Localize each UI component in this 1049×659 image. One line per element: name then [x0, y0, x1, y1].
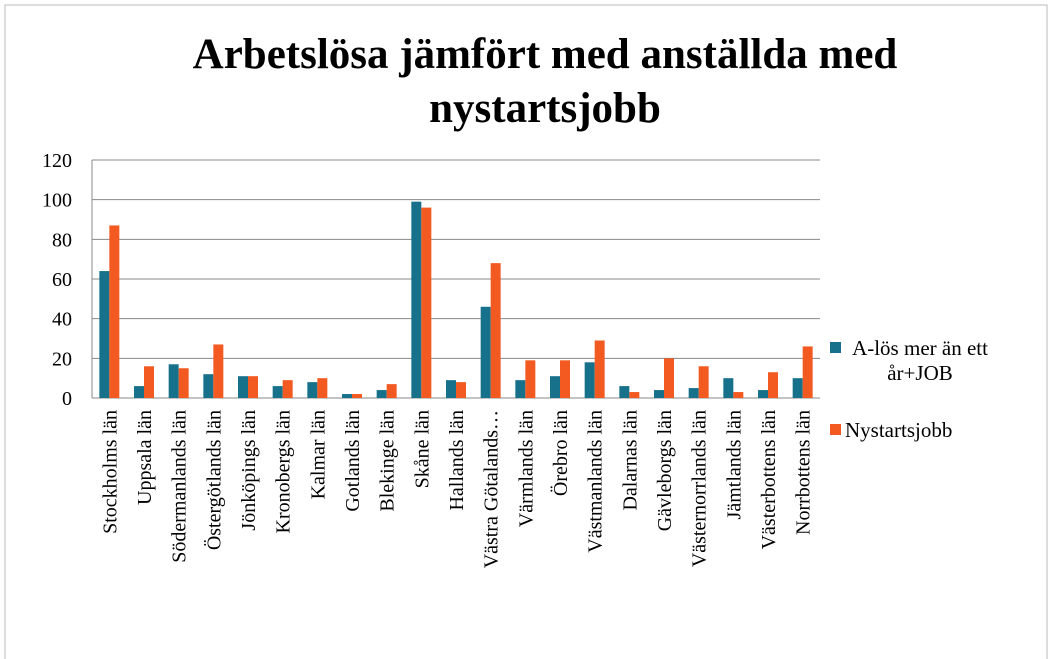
bar [272, 386, 283, 398]
bar [421, 207, 432, 398]
bar [317, 378, 328, 398]
bar [584, 362, 595, 398]
x-tick-label: Västmanlands län [585, 410, 607, 553]
x-tick-label: Jämtlands län [723, 410, 745, 519]
bar [594, 340, 605, 398]
bar [248, 376, 258, 398]
bar [342, 394, 352, 398]
bar [619, 386, 630, 398]
x-tick-label: Västerbottens län [758, 410, 780, 549]
x-tick-label: Värmlands län [515, 410, 537, 527]
bar [480, 306, 491, 398]
x-tick-label: Örebro län [549, 410, 572, 496]
x-tick-label: Dalarnas län [619, 410, 641, 511]
bar [723, 378, 734, 398]
legend-swatch [830, 342, 841, 353]
bar [144, 366, 154, 398]
bar [386, 384, 397, 398]
x-tick-label: Östergötlands län [202, 410, 225, 550]
y-tick-label: 60 [52, 269, 72, 291]
y-tick-label: 0 [62, 388, 72, 410]
x-tick-label: Skåne län [411, 410, 433, 488]
bar [733, 392, 744, 398]
bar [352, 394, 362, 398]
bar [376, 390, 387, 398]
bar [213, 344, 224, 398]
x-tick-label: Jönköpings län [238, 410, 260, 531]
x-tick-label: Blekinge län [377, 410, 399, 512]
y-tick-label: 100 [42, 190, 72, 212]
x-tick-label: Uppsala län [134, 410, 156, 505]
bar [238, 376, 248, 398]
legend-label: A-lös mer än ett år+JOB [852, 336, 988, 385]
bar [629, 392, 640, 398]
bar [307, 382, 318, 398]
y-tick-label: 120 [42, 150, 72, 172]
bar [560, 360, 570, 398]
bar [456, 382, 466, 398]
bar [768, 372, 778, 398]
bar [802, 346, 813, 398]
bar [525, 360, 536, 398]
x-tick-label: Kronobergs län [273, 410, 295, 534]
x-tick-label: Södermanlands län [169, 410, 191, 563]
bar [550, 376, 560, 398]
x-tick-label: Gävleborgs län [654, 410, 676, 531]
x-tick-label: Västra Götalands… [481, 410, 503, 568]
bar [168, 364, 179, 398]
bar [654, 390, 664, 398]
legend-label: Nystartsjobb [845, 418, 953, 442]
legend-swatch [830, 424, 841, 435]
bar [109, 225, 120, 398]
bar [758, 390, 768, 398]
bar [99, 271, 110, 398]
bar [490, 263, 501, 398]
bar [134, 386, 144, 398]
y-tick-label: 20 [52, 348, 72, 370]
x-tick-label: Kalmar län [307, 410, 329, 499]
chart-title: Arbetslösa jämfört med anställda med nys… [192, 31, 898, 132]
bar [698, 366, 709, 398]
x-tick-label: Norrbottens län [793, 410, 815, 535]
bar [411, 201, 422, 398]
bar [515, 380, 526, 398]
bar [446, 380, 456, 398]
bar [178, 368, 189, 398]
x-tick-label: Gotlands län [342, 410, 364, 512]
bar [792, 378, 803, 398]
bar [664, 358, 674, 398]
y-tick-label: 40 [52, 309, 72, 331]
y-tick-label: 80 [52, 229, 72, 251]
x-tick-label: Västernorrlands län [689, 410, 711, 567]
x-tick-label: Stockholms län [99, 410, 121, 534]
chart-border [4, 4, 1048, 659]
bar [688, 388, 699, 398]
x-tick-label: Hallands län [446, 410, 468, 511]
bar [203, 374, 214, 398]
bar [282, 380, 293, 398]
